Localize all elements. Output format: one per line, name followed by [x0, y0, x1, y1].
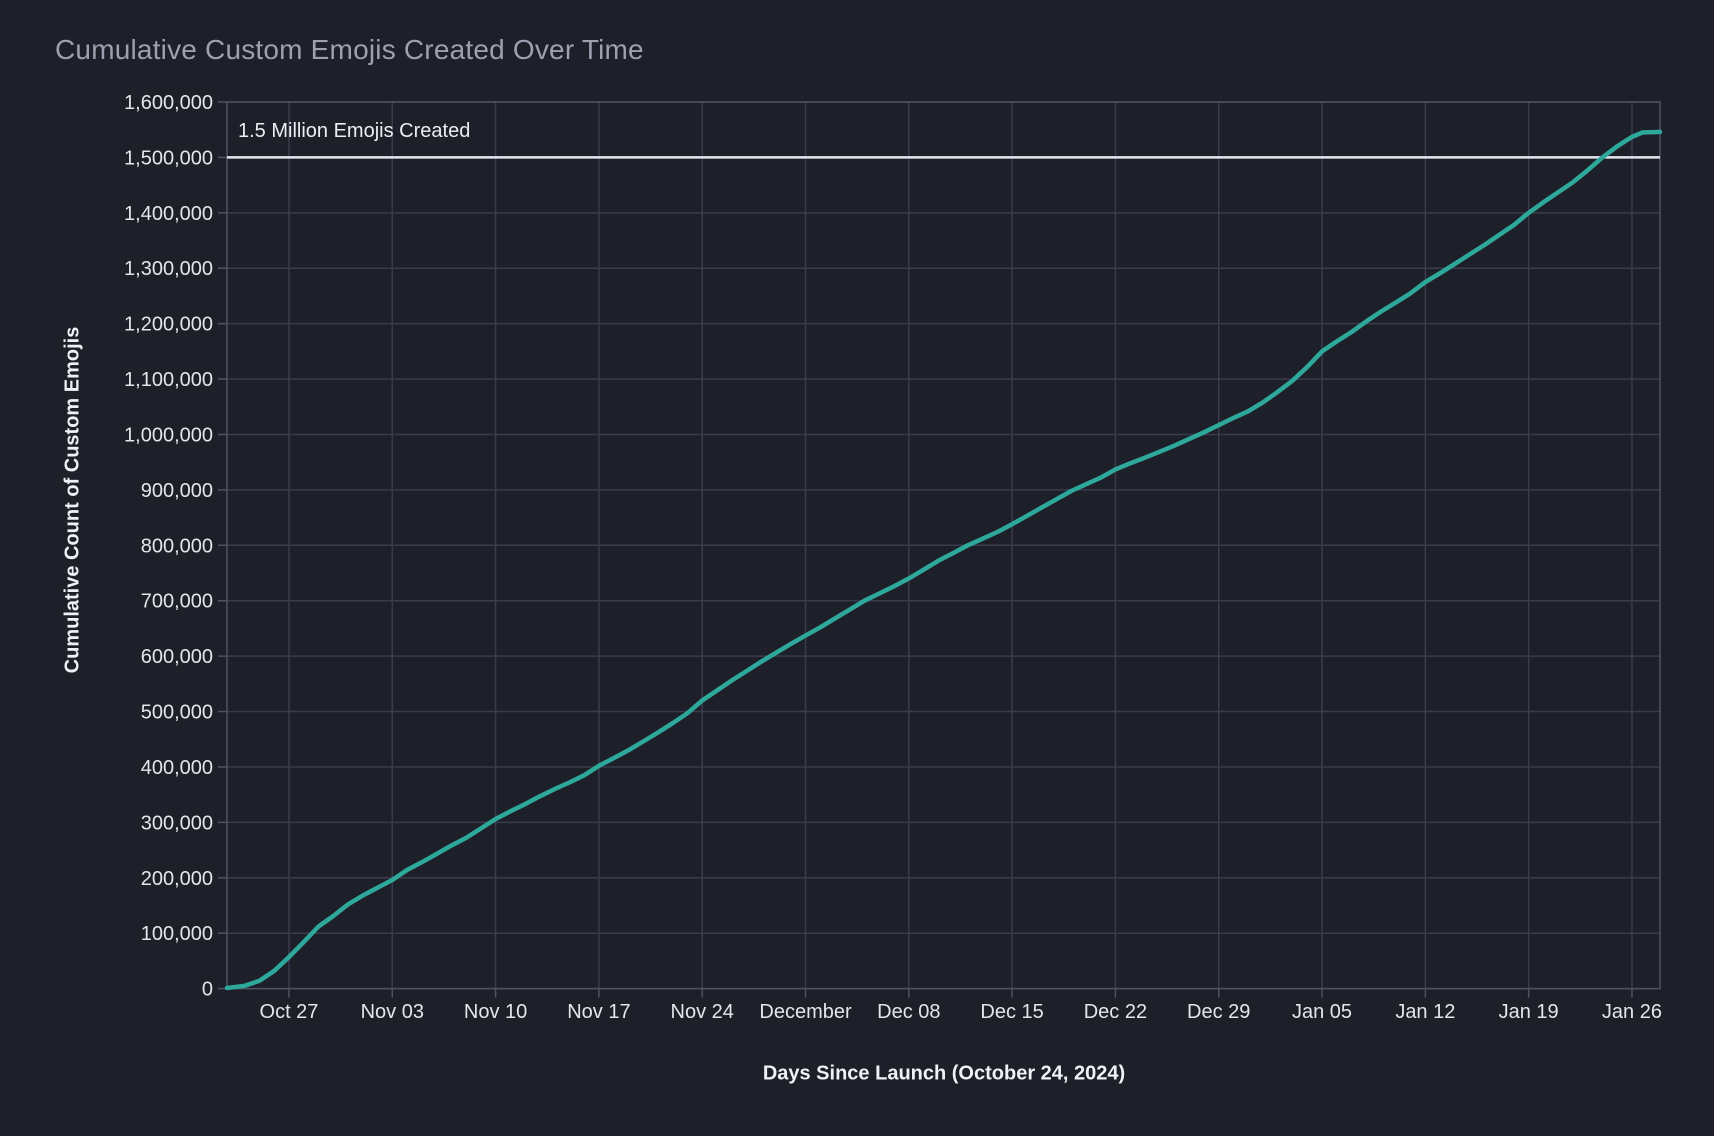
x-tick-label: Jan 26 [1602, 1001, 1662, 1023]
y-tick-label: 800,000 [141, 535, 213, 557]
y-tick-label: 1,600,000 [124, 92, 213, 114]
data-line [224, 129, 1663, 991]
reference-line-label: 1.5 Million Emojis Created [238, 120, 471, 142]
y-tick-label: 1,500,000 [124, 147, 213, 169]
y-tick-label: 200,000 [141, 868, 213, 890]
y-tick-label: 1,100,000 [124, 369, 213, 391]
x-tick-label: Nov 10 [464, 1001, 527, 1023]
y-tick-label: 700,000 [141, 591, 213, 613]
x-tick-label: Nov 24 [671, 1001, 734, 1023]
y-tick-label: 500,000 [141, 702, 213, 724]
y-tick-label: 300,000 [141, 812, 213, 834]
x-tick-label: December [759, 1001, 852, 1023]
y-tick-label: 1,000,000 [124, 424, 213, 446]
x-tick-label: Dec 08 [877, 1001, 940, 1023]
y-tick-label: 900,000 [141, 480, 213, 502]
x-tick-label: Jan 12 [1395, 1001, 1455, 1023]
y-tick-label: 1,200,000 [124, 314, 213, 336]
y-tick-label: 100,000 [141, 923, 213, 945]
x-tick-label: Dec 15 [980, 1001, 1043, 1023]
y-axis-title: Cumulative Count of Custom Emojis [61, 326, 84, 674]
x-tick-label: Nov 17 [567, 1001, 630, 1023]
x-tick-label: Oct 27 [260, 1001, 319, 1023]
axis-tick-labels: 0 100,000 200,000 300,000 400,000 500,000 600,… [124, 92, 1662, 1023]
y-tick-label: 600,000 [141, 646, 213, 668]
y-tick-label: 1,400,000 [124, 203, 213, 225]
plot-border [226, 101, 1661, 990]
x-axis-title: Days Since Launch (October 24, 2024) [762, 1062, 1126, 1085]
y-tick-label: 0 [202, 979, 213, 1001]
x-tick-label: Jan 19 [1499, 1001, 1559, 1023]
axis-ticks [218, 101, 1633, 998]
x-tick-label: Jan 05 [1292, 1001, 1352, 1023]
x-tick-label: Nov 03 [361, 1001, 424, 1023]
y-tick-label: 400,000 [141, 757, 213, 779]
x-tick-label: Dec 22 [1084, 1001, 1147, 1023]
chart-title: Cumulative Custom Emojis Created Over Ti… [55, 34, 644, 65]
y-tick-label: 1,300,000 [124, 258, 213, 280]
x-tick-label: Dec 29 [1187, 1001, 1250, 1023]
gridlines [227, 101, 1660, 990]
